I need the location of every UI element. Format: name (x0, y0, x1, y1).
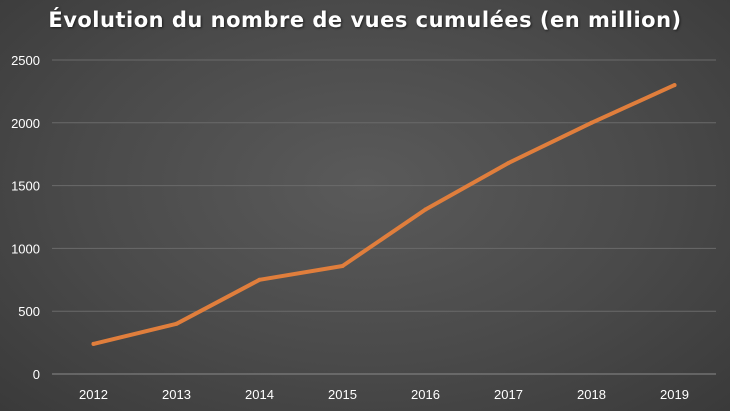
x-tick-label-2016: 2016 (411, 387, 440, 402)
y-tick-label-2500: 2500 (11, 53, 40, 68)
y-tick-label-1000: 1000 (11, 241, 40, 256)
x-tick-label-2013: 2013 (162, 387, 191, 402)
data-point-2016 (423, 207, 428, 212)
x-tick-label-2018: 2018 (577, 387, 606, 402)
data-point-2015 (340, 263, 345, 268)
x-tick-label-2015: 2015 (328, 387, 357, 402)
data-point-2013 (174, 321, 179, 326)
x-tick-label-2017: 2017 (494, 387, 523, 402)
data-point-2018 (589, 120, 594, 125)
y-tick-label-2000: 2000 (11, 116, 40, 131)
y-tick-label-1500: 1500 (11, 179, 40, 194)
series-line-0 (91, 83, 677, 346)
y-tick-label-500: 500 (18, 304, 40, 319)
data-point-2017 (506, 160, 511, 165)
x-tick-label-2012: 2012 (79, 387, 108, 402)
x-tick-label-2019: 2019 (660, 387, 689, 402)
chart-title: Évolution du nombre de vues cumulées (en… (48, 8, 682, 32)
data-point-2012 (91, 341, 96, 346)
data-point-2014 (257, 277, 262, 282)
y-tick-label-0: 0 (33, 367, 40, 382)
data-point-2019 (672, 83, 677, 88)
x-tick-label-2014: 2014 (245, 387, 274, 402)
